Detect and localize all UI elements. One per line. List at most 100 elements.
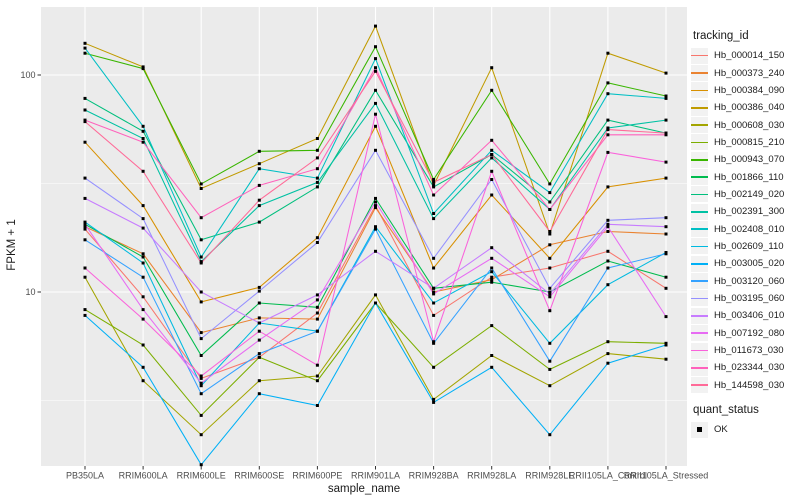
legend-item-Hb_000386_040: Hb_000386_040 bbox=[691, 99, 799, 116]
x-tick-label: RRIM600PE bbox=[292, 471, 342, 481]
data-point bbox=[199, 381, 203, 385]
legend-item-Hb_000014_150: Hb_000014_150 bbox=[691, 47, 799, 64]
x-tick-label: RRIM928BA bbox=[409, 471, 459, 481]
data-point bbox=[432, 178, 436, 181]
data-point bbox=[490, 270, 494, 274]
data-point bbox=[490, 156, 494, 160]
legend-item-Hb_023344_030: Hb_023344_030 bbox=[691, 359, 799, 376]
data-point bbox=[374, 69, 377, 73]
data-point bbox=[83, 225, 87, 229]
data-point bbox=[83, 227, 87, 231]
data-point bbox=[257, 338, 261, 342]
legend-label: Hb_003406_010 bbox=[714, 310, 785, 322]
data-point bbox=[664, 341, 668, 345]
data-point bbox=[432, 256, 436, 260]
data-point bbox=[664, 286, 668, 290]
legend-label: Hb_000815_210 bbox=[714, 136, 785, 148]
data-point bbox=[257, 352, 261, 356]
data-point bbox=[490, 256, 494, 260]
data-point bbox=[548, 208, 552, 211]
data-point bbox=[315, 311, 319, 315]
data-point bbox=[548, 292, 552, 296]
data-point bbox=[374, 57, 377, 61]
legend-label: Hb_002149_020 bbox=[714, 188, 785, 200]
data-point bbox=[432, 212, 436, 215]
data-point bbox=[257, 379, 261, 383]
data-point bbox=[315, 317, 319, 321]
data-point bbox=[490, 280, 494, 284]
data-point bbox=[548, 200, 552, 204]
data-point bbox=[664, 133, 668, 137]
line-swatch-icon bbox=[691, 255, 708, 272]
legend-label: Hb_002408_010 bbox=[714, 223, 785, 235]
data-point bbox=[257, 204, 261, 208]
x-tick-label: RRIM928LE bbox=[525, 471, 574, 481]
data-point bbox=[83, 308, 87, 312]
data-point bbox=[315, 293, 319, 297]
data-point bbox=[257, 316, 261, 320]
data-point bbox=[257, 220, 261, 224]
data-point bbox=[490, 153, 494, 156]
data-point bbox=[315, 180, 319, 184]
legend-item-Hb_000608_030: Hb_000608_030 bbox=[691, 116, 799, 134]
data-point bbox=[490, 324, 494, 328]
data-point bbox=[199, 216, 203, 220]
data-point bbox=[606, 150, 610, 154]
data-point bbox=[432, 292, 436, 296]
data-point bbox=[374, 124, 377, 128]
data-point bbox=[315, 363, 319, 367]
data-point bbox=[315, 298, 319, 302]
data-point bbox=[432, 185, 436, 189]
data-point bbox=[432, 313, 436, 317]
x-tick-label: RRIM901LA bbox=[351, 471, 400, 481]
legend-label: Hb_000384_090 bbox=[714, 84, 785, 96]
data-point bbox=[606, 340, 610, 344]
data-point bbox=[432, 397, 436, 401]
data-point bbox=[664, 118, 668, 122]
data-point bbox=[664, 357, 668, 361]
legend-item-Hb_007192_080: Hb_007192_080 bbox=[691, 325, 799, 342]
data-point bbox=[606, 185, 610, 189]
data-point bbox=[548, 290, 552, 294]
y-axis-title: FPKM + 1 bbox=[6, 219, 18, 270]
data-point bbox=[141, 204, 145, 208]
data-point bbox=[141, 343, 145, 347]
data-point bbox=[257, 167, 261, 171]
data-point bbox=[83, 108, 87, 112]
data-point bbox=[606, 218, 610, 222]
data-point bbox=[83, 238, 87, 242]
data-point bbox=[490, 246, 494, 250]
y-tick-label: 100 bbox=[20, 70, 35, 80]
data-point bbox=[374, 148, 377, 152]
data-point bbox=[606, 361, 610, 365]
data-point bbox=[664, 94, 668, 98]
data-point bbox=[315, 137, 319, 140]
data-point bbox=[315, 374, 319, 378]
data-point bbox=[548, 266, 552, 270]
legend-item-Hb_003120_060: Hb_003120_060 bbox=[691, 272, 799, 290]
data-point bbox=[548, 230, 552, 233]
data-point bbox=[432, 365, 436, 369]
data-point bbox=[199, 337, 203, 341]
data-point bbox=[432, 286, 436, 290]
legend-label: Hb_003195_060 bbox=[714, 292, 785, 304]
line-swatch-icon bbox=[691, 325, 708, 342]
data-point bbox=[374, 227, 377, 231]
data-point bbox=[83, 275, 87, 279]
line-swatch-icon bbox=[691, 47, 708, 64]
data-point bbox=[664, 160, 668, 164]
data-point bbox=[606, 352, 610, 356]
data-point bbox=[141, 124, 145, 128]
legend-label: Hb_000608_030 bbox=[714, 119, 785, 131]
data-point bbox=[257, 198, 261, 202]
legend-item-Hb_001866_110: Hb_001866_110 bbox=[691, 168, 799, 186]
legend-label: Hb_003005_020 bbox=[714, 258, 785, 270]
data-point bbox=[606, 259, 610, 263]
data-point bbox=[257, 321, 261, 325]
data-point bbox=[257, 392, 261, 396]
data-point bbox=[199, 463, 203, 467]
x-tick-label: RRII105LA_Stressed bbox=[624, 471, 709, 481]
data-point bbox=[490, 178, 494, 181]
data-point bbox=[141, 308, 145, 312]
